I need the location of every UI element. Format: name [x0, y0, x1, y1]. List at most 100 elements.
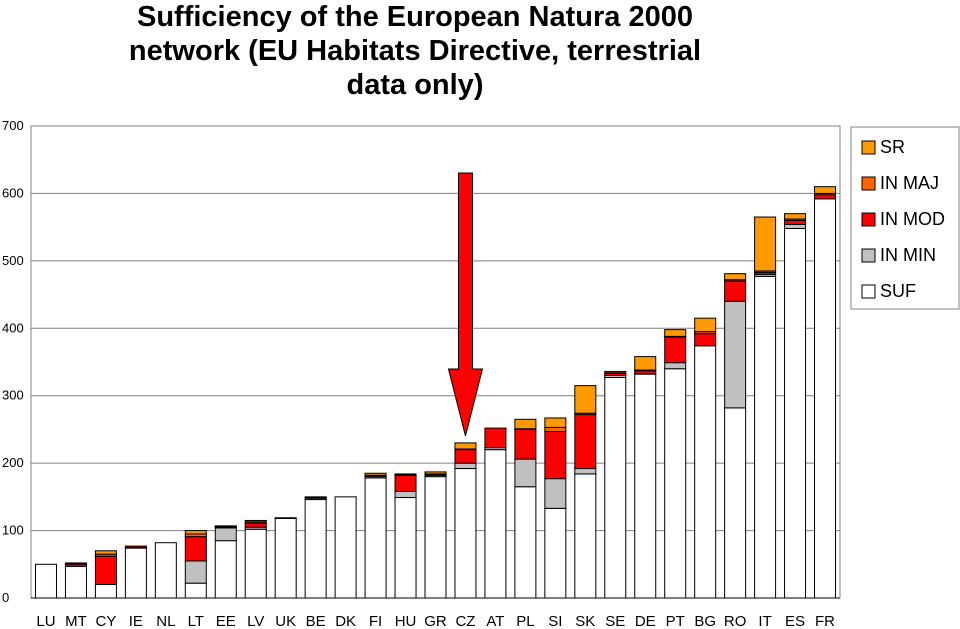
bar-FI-suf — [364, 477, 387, 599]
bar-SK-sr — [574, 385, 597, 414]
x-tick-label-UK: UK — [275, 613, 296, 629]
bar-MT-sr — [64, 562, 87, 565]
bar-FR-suf — [814, 198, 837, 599]
bar-SI-suf — [544, 507, 567, 599]
bar-CY-sr — [94, 550, 117, 555]
legend-swatch-suf — [861, 284, 876, 299]
bar-BE-in-maj — [304, 496, 327, 499]
bar-BE-suf — [304, 499, 327, 599]
bar-LT-sr — [184, 530, 207, 535]
legend-swatch-in-maj — [861, 176, 876, 191]
bar-DE-suf — [634, 373, 657, 599]
bar-PT-sr — [664, 329, 687, 337]
bar-SK-suf — [574, 473, 597, 599]
bar-BG-sr — [694, 317, 717, 333]
bar-SI-in-mod — [544, 430, 567, 480]
bar-FR-in-mod — [814, 194, 837, 200]
bar-UK-suf — [274, 517, 297, 599]
bar-LV-suf — [244, 528, 267, 599]
bar-AT-in-mod — [484, 427, 507, 449]
bar-PT-in-mod — [664, 336, 687, 364]
x-tick-label-BG: BG — [694, 613, 716, 629]
bar-DE-sr — [634, 356, 657, 371]
y-tick-label-100: 100 — [2, 523, 24, 538]
legend-swatch-sr — [861, 140, 876, 155]
bar-LT-in-min — [184, 560, 207, 584]
bar-HU-sr — [394, 473, 417, 476]
bar-SI-in-maj — [544, 426, 567, 432]
bar-RO-sr — [724, 273, 747, 281]
bar-HU-in-min — [394, 490, 417, 499]
bar-SE-sr — [604, 370, 627, 374]
x-tick-label-IE: IE — [129, 613, 143, 629]
bar-DK-suf — [334, 496, 357, 599]
x-tick-label-MT: MT — [65, 613, 87, 629]
bar-PL-sr — [514, 418, 537, 430]
x-tick-label-ES: ES — [785, 613, 805, 629]
y-tick-label-600: 600 — [2, 185, 24, 200]
bar-GR-suf — [424, 476, 447, 599]
y-tick-label-500: 500 — [2, 253, 24, 268]
x-tick-label-DE: DE — [635, 613, 656, 629]
bar-PL-in-mod — [514, 428, 537, 460]
x-tick-label-GR: GR — [424, 613, 447, 629]
bar-CY-in-mod — [94, 555, 117, 586]
bar-EE-sr — [214, 525, 237, 528]
bar-BG-in-mod — [694, 333, 717, 347]
annotation-arrow-CZ — [447, 172, 484, 437]
x-tick-label-PL: PL — [516, 613, 534, 629]
chart-title-line-2: network (EU Habitats Directive, terrestr… — [128, 35, 702, 67]
x-tick-label-LU: LU — [36, 613, 55, 629]
legend-label-in-maj: IN MAJ — [880, 173, 939, 193]
bar-CY-suf — [94, 584, 117, 599]
bar-LV-sr — [244, 519, 267, 523]
bar-SK-in-mod — [574, 414, 597, 470]
bar-LV-in-mod — [244, 522, 267, 528]
bar-LT-suf — [184, 582, 207, 599]
bar-SI-sr — [544, 417, 567, 428]
bar-IT-sr — [754, 216, 777, 272]
bar-ES-sr — [784, 213, 807, 220]
legend-label-in-mod: IN MOD — [880, 209, 945, 229]
legend-swatch-in-mod — [861, 212, 876, 227]
chart-title: Sufficiency of the European Natura 2000 … — [0, 0, 830, 102]
bar-ES-in-min — [784, 223, 807, 229]
bar-SE-suf — [604, 377, 627, 599]
bar-EE-suf — [214, 540, 237, 599]
bar-IT-suf — [754, 275, 777, 599]
y-tick-label-400: 400 — [2, 320, 24, 335]
legend-label-sr: SR — [880, 137, 905, 157]
x-tick-label-EE: EE — [216, 613, 236, 629]
bar-ES-suf — [784, 227, 807, 599]
bar-IE-suf — [124, 547, 147, 599]
x-tick-label-LT: LT — [188, 613, 204, 629]
bar-HU-suf — [394, 497, 417, 599]
bar-ES-in-mod — [784, 219, 807, 225]
x-tick-label-CZ: CZ — [455, 613, 475, 629]
bar-BG-suf — [694, 345, 717, 599]
legend-swatch-in-min — [861, 248, 876, 263]
bar-IE-in-mod — [124, 545, 147, 548]
bar-UK-in-min — [274, 517, 297, 519]
bar-PT-suf — [664, 368, 687, 599]
x-tick-label-AT: AT — [486, 613, 504, 629]
bar-CZ-suf — [454, 468, 477, 599]
y-tick-label-0: 0 — [2, 590, 9, 605]
bar-PL-in-min — [514, 458, 537, 488]
bar-FR-sr — [814, 186, 837, 194]
x-tick-label-PT: PT — [666, 613, 685, 629]
legend-label-in-min: IN MIN — [880, 245, 936, 265]
bar-HU-in-mod — [394, 474, 417, 492]
x-tick-label-HU: HU — [395, 613, 417, 629]
bar-PT-in-min — [664, 362, 687, 370]
x-tick-label-SK: SK — [575, 613, 595, 629]
bar-CZ-in-min — [454, 462, 477, 470]
y-tick-label-200: 200 — [2, 455, 24, 470]
bar-RO-in-min — [724, 300, 747, 409]
y-tick-label-300: 300 — [2, 388, 24, 403]
bar-SK-in-min — [574, 468, 597, 475]
bar-SI-in-min — [544, 478, 567, 509]
bar-CZ-sr — [454, 442, 477, 450]
chart-title-line-3: data only) — [346, 69, 484, 101]
